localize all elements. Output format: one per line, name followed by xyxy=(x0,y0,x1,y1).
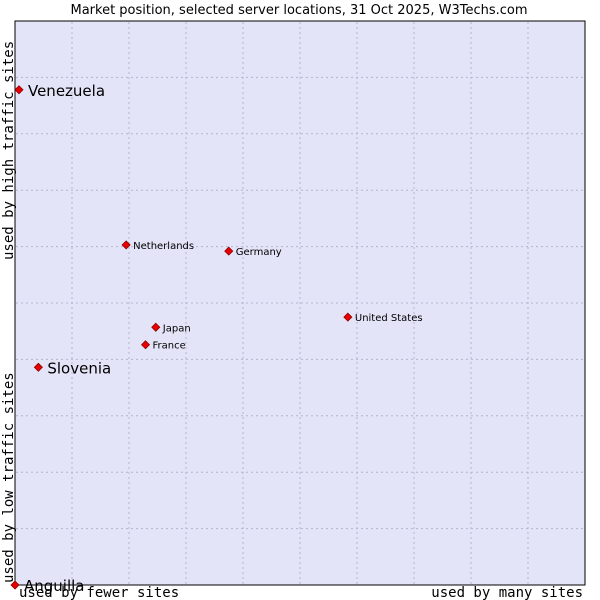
point-label-france: France xyxy=(153,341,186,352)
point-label-united-states: United States xyxy=(355,313,423,324)
point-label-germany: Germany xyxy=(236,247,282,258)
point-label-netherlands: Netherlands xyxy=(133,241,194,252)
point-marker-slovenia[interactable] xyxy=(33,362,43,372)
point-marker-france[interactable] xyxy=(140,340,151,350)
x-axis-label-right: used by many sites xyxy=(431,585,583,600)
y-axis-label-bottom: used by low traffic sites xyxy=(1,372,17,583)
y-axis-label-top: used by high traffic sites xyxy=(1,41,17,260)
point-marker-anguilla[interactable] xyxy=(10,580,20,590)
chart-title: Market position, selected server locatio… xyxy=(70,3,527,18)
data-points: Venezuela Netherlands Germany United States… xyxy=(10,82,423,595)
x-axis-label-left: used by fewer sites xyxy=(19,585,179,600)
point-marker-germany[interactable] xyxy=(224,246,234,256)
point-label-venezuela: Venezuela xyxy=(28,82,105,100)
point-marker-netherlands[interactable] xyxy=(121,240,131,250)
point-marker-united-states[interactable] xyxy=(343,312,353,322)
point-label-anguilla: Anguilla xyxy=(24,577,85,595)
point-label-japan: Japan xyxy=(162,323,191,334)
point-marker-venezuela[interactable] xyxy=(14,85,24,95)
point-marker-japan[interactable] xyxy=(151,322,161,332)
point-label-slovenia: Slovenia xyxy=(47,359,111,377)
grid-lines xyxy=(16,22,584,584)
